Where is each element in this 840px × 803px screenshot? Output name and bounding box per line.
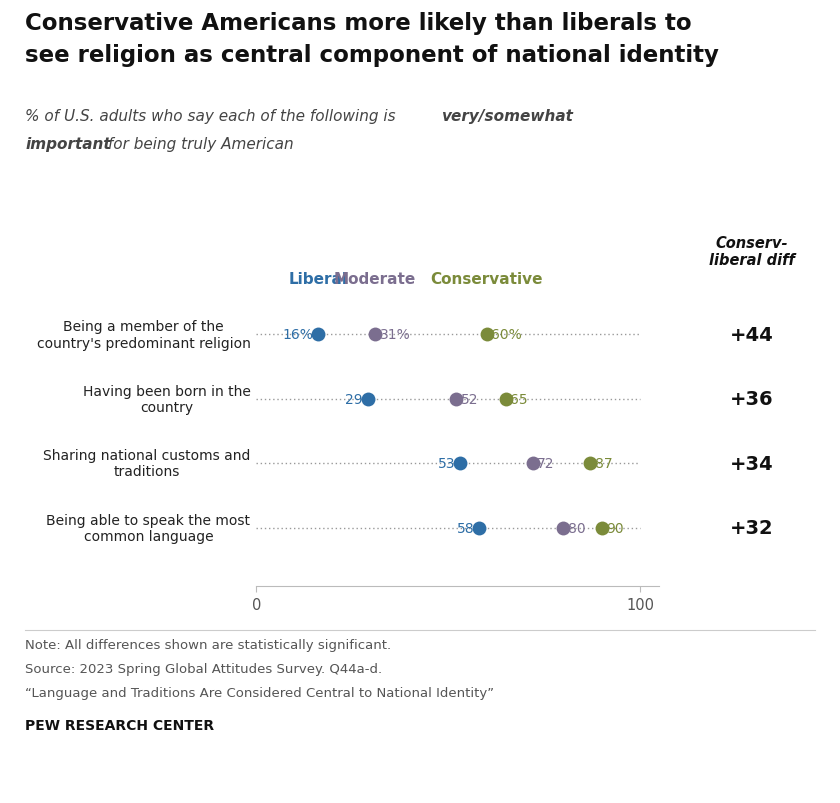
Text: Moderate: Moderate: [334, 271, 417, 287]
Text: +32: +32: [730, 519, 774, 538]
Text: Sharing national customs and
traditions: Sharing national customs and traditions: [43, 449, 250, 479]
Point: [361, 393, 375, 406]
Point: [453, 458, 466, 471]
Text: 90: 90: [606, 521, 624, 536]
Point: [584, 458, 597, 471]
Point: [369, 328, 382, 341]
Text: +34: +34: [730, 454, 774, 473]
Text: 72: 72: [538, 457, 554, 471]
Text: Note: All differences shown are statistically significant.: Note: All differences shown are statisti…: [25, 638, 391, 651]
Text: Conservative Americans more likely than liberals to: Conservative Americans more likely than …: [25, 12, 692, 35]
Text: Having been born in the
country: Having been born in the country: [82, 385, 250, 414]
Text: 87: 87: [595, 457, 612, 471]
Point: [480, 328, 493, 341]
Text: Source: 2023 Spring Global Attitudes Survey. Q44a-d.: Source: 2023 Spring Global Attitudes Sur…: [25, 662, 382, 675]
Text: see religion as central component of national identity: see religion as central component of nat…: [25, 44, 719, 67]
Text: 16%: 16%: [282, 328, 313, 342]
Text: +44: +44: [730, 325, 774, 344]
Text: “Language and Traditions Are Considered Central to National Identity”: “Language and Traditions Are Considered …: [25, 687, 494, 699]
Text: 31%: 31%: [380, 328, 411, 342]
Text: Being able to speak the most
common language: Being able to speak the most common lang…: [46, 513, 250, 544]
Text: Conservative: Conservative: [430, 271, 543, 287]
Text: % of U.S. adults who say each of the following is: % of U.S. adults who say each of the fol…: [25, 108, 401, 124]
Text: 29: 29: [345, 393, 363, 406]
Text: 58: 58: [457, 521, 475, 536]
Text: 80: 80: [568, 521, 585, 536]
Text: 52: 52: [460, 393, 478, 406]
Text: Liberal: Liberal: [288, 271, 347, 287]
Point: [595, 522, 608, 535]
Text: Being a member of the
country's predominant religion: Being a member of the country's predomin…: [37, 320, 250, 350]
Text: 60%: 60%: [491, 328, 522, 342]
Text: for being truly American: for being truly American: [103, 137, 294, 152]
Point: [472, 522, 486, 535]
Text: very/somewhat: very/somewhat: [441, 108, 573, 124]
Text: +36: +36: [730, 390, 774, 409]
Point: [557, 522, 570, 535]
Point: [449, 393, 463, 406]
Text: important: important: [25, 137, 111, 152]
Point: [526, 458, 539, 471]
Text: Conserv-
liberal diff: Conserv- liberal diff: [709, 235, 795, 267]
Text: PEW RESEARCH CENTER: PEW RESEARCH CENTER: [25, 718, 214, 732]
Text: 53: 53: [438, 457, 455, 471]
Point: [311, 328, 324, 341]
Text: 65: 65: [511, 393, 528, 406]
Point: [499, 393, 512, 406]
